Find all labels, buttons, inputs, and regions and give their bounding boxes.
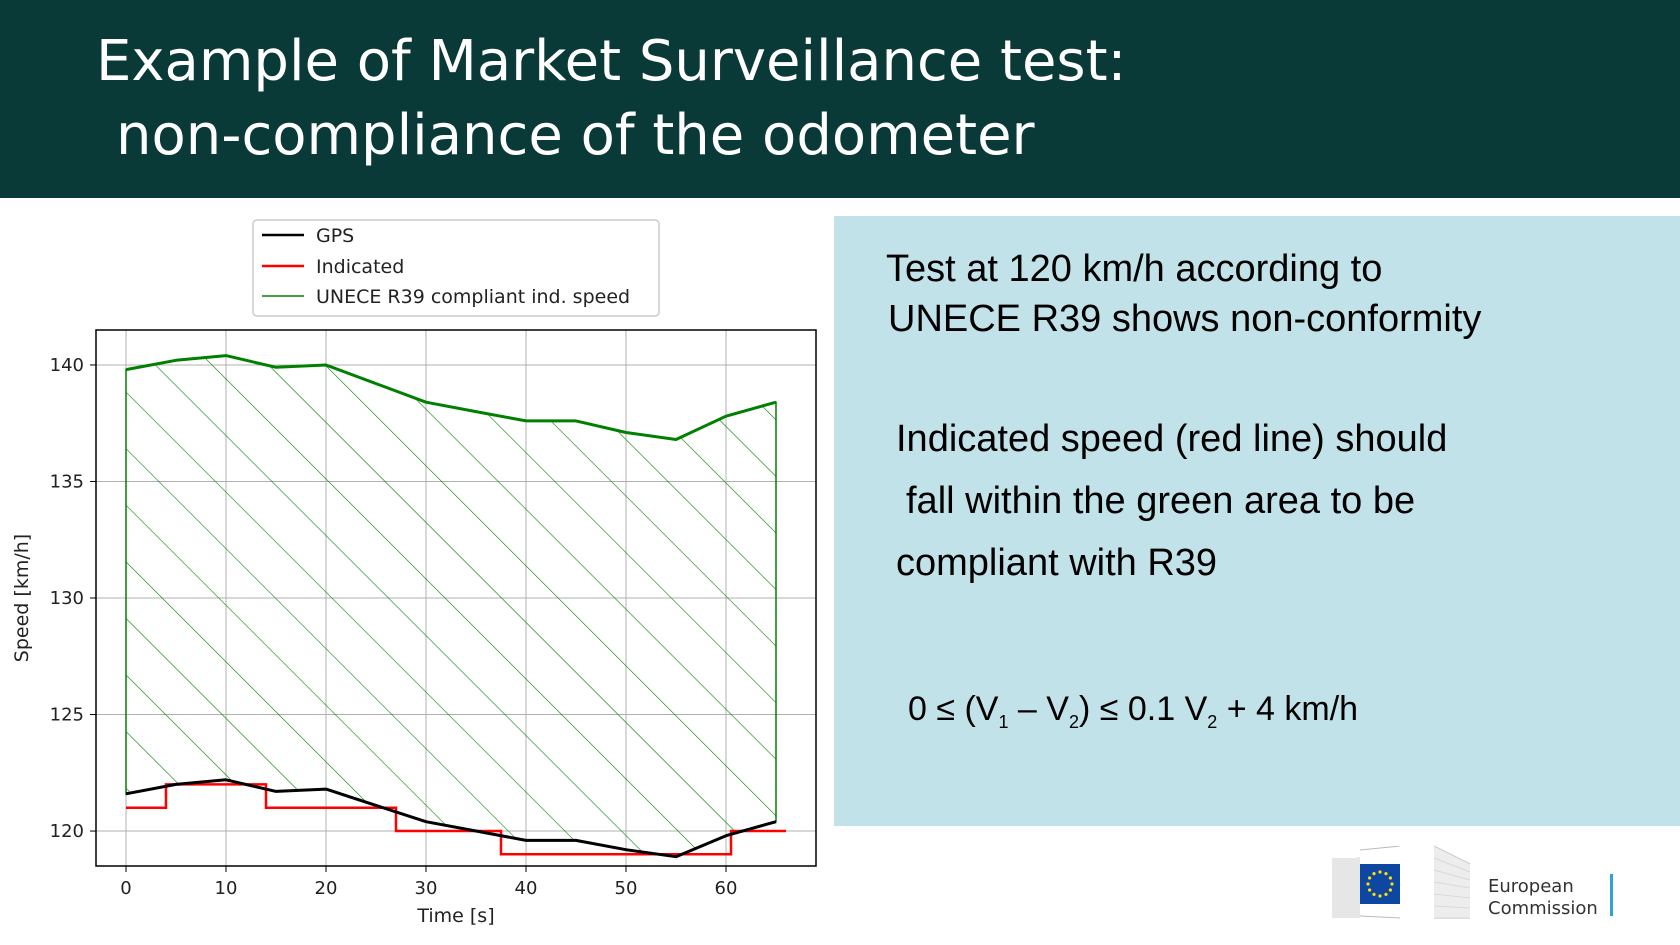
formula-part-1: 0 ≤ (V bbox=[908, 690, 999, 728]
legend-label-gps: GPS bbox=[316, 225, 354, 247]
eu-star-icon bbox=[1366, 882, 1370, 886]
eu-star-icon bbox=[1384, 892, 1388, 896]
y-tick-label: 125 bbox=[50, 705, 84, 726]
eu-star-icon bbox=[1378, 870, 1382, 874]
x-tick-label: 10 bbox=[215, 878, 238, 899]
x-tick-label: 60 bbox=[715, 878, 738, 899]
eu-stars-icon bbox=[1366, 870, 1394, 898]
eu-star-icon bbox=[1388, 876, 1392, 880]
formula-sub-2: 2 bbox=[1068, 711, 1079, 732]
legend-label-indicated: Indicated bbox=[316, 256, 404, 278]
eu-star-icon bbox=[1390, 882, 1394, 886]
speed-chart: GPS Indicated UNECE R39 compliant ind. s… bbox=[11, 219, 817, 927]
r39-formula: 0 ≤ (V1 – V2) ≤ 0.1 V2 + 4 km/h bbox=[908, 692, 1358, 731]
legend-box bbox=[252, 219, 660, 317]
y-tick-label: 140 bbox=[50, 355, 84, 376]
info-text-2-line-3: compliant with R39 bbox=[896, 542, 1218, 584]
formula-sub-3: 2 bbox=[1207, 711, 1218, 732]
eu-star-icon bbox=[1368, 876, 1372, 880]
slide-title-line-2: non-compliance of the odometer bbox=[116, 103, 1035, 168]
eu-star-icon bbox=[1388, 888, 1392, 892]
x-tick-label: 30 bbox=[415, 878, 438, 899]
series-line-gps bbox=[125, 778, 777, 859]
info-text-1-line-2: UNECE R39 shows non-conformity bbox=[888, 298, 1482, 340]
info-panel: Test at 120 km/h according to UNECE R39 … bbox=[834, 216, 1680, 826]
info-text-2-line-2: fall within the green area to be bbox=[906, 480, 1416, 522]
formula-sub-1: 1 bbox=[998, 711, 1009, 732]
eu-star-icon bbox=[1372, 872, 1376, 876]
logo-wordmark: European Commission bbox=[1488, 876, 1598, 920]
logo-accent-bar bbox=[1610, 874, 1613, 916]
x-axis-label: Time [s] bbox=[416, 905, 494, 927]
building-block-right bbox=[1434, 846, 1470, 918]
series-line-compliant-upper bbox=[125, 354, 777, 441]
eu-flag bbox=[1360, 864, 1400, 904]
logo-line-1: European bbox=[1488, 876, 1574, 897]
y-tick-label: 135 bbox=[50, 471, 84, 492]
x-tick-label: 40 bbox=[515, 878, 538, 899]
eu-star-icon bbox=[1378, 894, 1382, 898]
title-bar: Example of Market Surveillance test: non… bbox=[0, 0, 1680, 198]
y-tick-label: 120 bbox=[50, 821, 84, 842]
info-text-2-line-1: Indicated speed (red line) should bbox=[896, 418, 1448, 460]
x-tick-label: 0 bbox=[120, 878, 131, 899]
eu-star-icon bbox=[1384, 872, 1388, 876]
eu-star-icon bbox=[1368, 888, 1372, 892]
formula-part-4: + 4 km/h bbox=[1217, 690, 1359, 728]
y-axis-label: Speed [km/h] bbox=[11, 534, 33, 662]
eu-star-icon bbox=[1372, 892, 1376, 896]
legend-label-compliant: UNECE R39 compliant ind. speed bbox=[316, 286, 630, 308]
y-tick-label: 130 bbox=[50, 588, 84, 609]
formula-part-3: ) ≤ 0.1 V bbox=[1078, 690, 1208, 728]
slide-title-line-1: Example of Market Surveillance test: bbox=[96, 29, 1127, 94]
european-commission-logo bbox=[1331, 846, 1471, 919]
logo-line-2: Commission bbox=[1488, 898, 1598, 919]
formula-part-2: – V bbox=[1008, 690, 1069, 728]
x-tick-label: 50 bbox=[615, 878, 638, 899]
chart-legend: GPS Indicated UNECE R39 compliant ind. s… bbox=[252, 219, 660, 317]
x-tick-label: 20 bbox=[315, 878, 338, 899]
building-block-left bbox=[1332, 858, 1360, 918]
info-text-1-line-1: Test at 120 km/h according to bbox=[886, 248, 1383, 290]
series-line-indicated bbox=[126, 783, 786, 856]
